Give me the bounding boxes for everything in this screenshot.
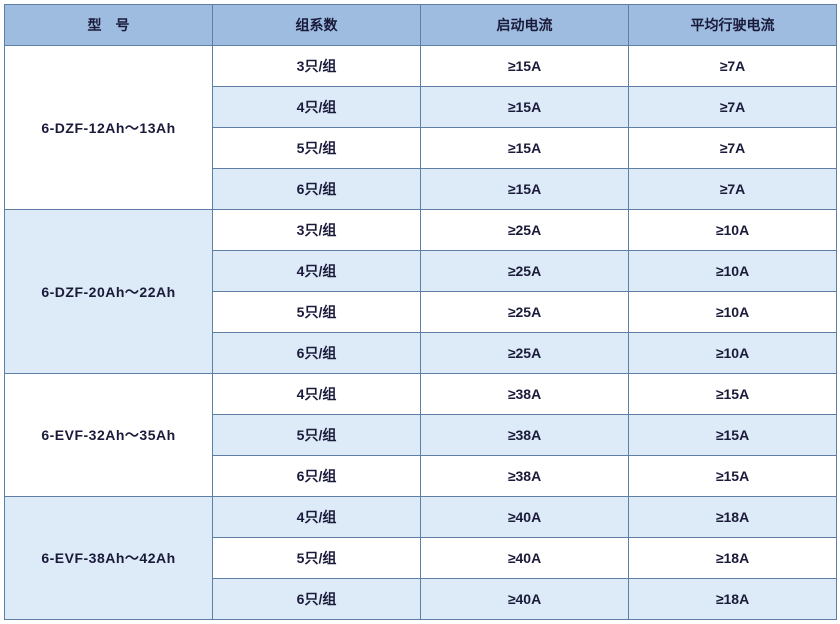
start-current-cell: ≥25A bbox=[421, 251, 629, 292]
col-header-count: 组系数 bbox=[213, 5, 421, 46]
col-header-model: 型 号 bbox=[5, 5, 213, 46]
start-current-cell: ≥40A bbox=[421, 497, 629, 538]
avg-current-cell: ≥18A bbox=[629, 497, 837, 538]
avg-current-cell: ≥18A bbox=[629, 538, 837, 579]
col-header-start-current: 启动电流 bbox=[421, 5, 629, 46]
start-current-cell: ≥38A bbox=[421, 456, 629, 497]
count-cell: 6只/组 bbox=[213, 456, 421, 497]
start-current-cell: ≥25A bbox=[421, 333, 629, 374]
avg-current-cell: ≥10A bbox=[629, 210, 837, 251]
avg-current-cell: ≥10A bbox=[629, 333, 837, 374]
avg-current-cell: ≥15A bbox=[629, 415, 837, 456]
count-cell: 6只/组 bbox=[213, 333, 421, 374]
count-cell: 5只/组 bbox=[213, 292, 421, 333]
start-current-cell: ≥15A bbox=[421, 169, 629, 210]
table-row: 6-DZF-20Ah～22Ah3只/组≥25A≥10A bbox=[5, 210, 837, 251]
table-row: 6-EVF-38Ah～42Ah4只/组≥40A≥18A bbox=[5, 497, 837, 538]
header-row: 型 号 组系数 启动电流 平均行驶电流 bbox=[5, 5, 837, 46]
table-row: 6-EVF-32Ah～35Ah4只/组≥38A≥15A bbox=[5, 374, 837, 415]
avg-current-cell: ≥18A bbox=[629, 579, 837, 620]
count-cell: 5只/组 bbox=[213, 415, 421, 456]
start-current-cell: ≥25A bbox=[421, 210, 629, 251]
avg-current-cell: ≥15A bbox=[629, 374, 837, 415]
col-header-avg-current: 平均行驶电流 bbox=[629, 5, 837, 46]
count-cell: 5只/组 bbox=[213, 128, 421, 169]
count-cell: 4只/组 bbox=[213, 87, 421, 128]
model-cell: 6-DZF-12Ah～13Ah bbox=[5, 46, 213, 210]
avg-current-cell: ≥7A bbox=[629, 169, 837, 210]
count-cell: 4只/组 bbox=[213, 374, 421, 415]
start-current-cell: ≥25A bbox=[421, 292, 629, 333]
model-cell: 6-EVF-32Ah～35Ah bbox=[5, 374, 213, 497]
avg-current-cell: ≥7A bbox=[629, 128, 837, 169]
avg-current-cell: ≥10A bbox=[629, 292, 837, 333]
start-current-cell: ≥38A bbox=[421, 374, 629, 415]
avg-current-cell: ≥10A bbox=[629, 251, 837, 292]
start-current-cell: ≥40A bbox=[421, 538, 629, 579]
start-current-cell: ≥38A bbox=[421, 415, 629, 456]
model-cell: 6-DZF-20Ah～22Ah bbox=[5, 210, 213, 374]
count-cell: 3只/组 bbox=[213, 210, 421, 251]
start-current-cell: ≥15A bbox=[421, 46, 629, 87]
count-cell: 3只/组 bbox=[213, 46, 421, 87]
start-current-cell: ≥40A bbox=[421, 579, 629, 620]
count-cell: 6只/组 bbox=[213, 169, 421, 210]
start-current-cell: ≥15A bbox=[421, 87, 629, 128]
count-cell: 5只/组 bbox=[213, 538, 421, 579]
count-cell: 6只/组 bbox=[213, 579, 421, 620]
avg-current-cell: ≥15A bbox=[629, 456, 837, 497]
table-row: 6-DZF-12Ah～13Ah3只/组≥15A≥7A bbox=[5, 46, 837, 87]
start-current-cell: ≥15A bbox=[421, 128, 629, 169]
count-cell: 4只/组 bbox=[213, 497, 421, 538]
model-cell: 6-EVF-38Ah～42Ah bbox=[5, 497, 213, 620]
avg-current-cell: ≥7A bbox=[629, 46, 837, 87]
count-cell: 4只/组 bbox=[213, 251, 421, 292]
avg-current-cell: ≥7A bbox=[629, 87, 837, 128]
battery-spec-table: 型 号 组系数 启动电流 平均行驶电流 6-DZF-12Ah～13Ah3只/组≥… bbox=[4, 4, 837, 620]
